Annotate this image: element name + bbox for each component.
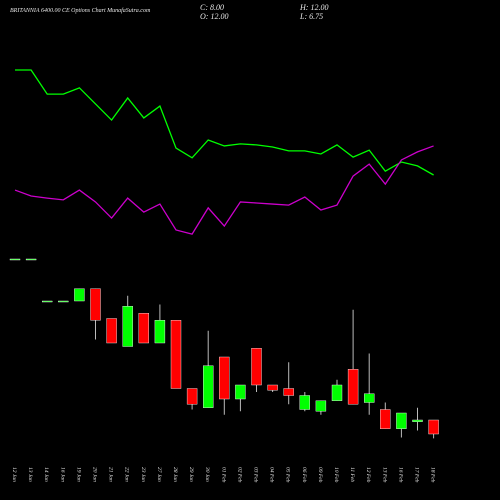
- candle-body: [9, 258, 21, 261]
- x-tick-label: 23 Jan: [140, 467, 146, 482]
- x-tick-label: 21 Jan: [108, 467, 114, 482]
- x-tick-label: 17 Feb: [414, 467, 420, 483]
- candle-body: [154, 320, 166, 344]
- x-tick-label: 19 Jan: [75, 467, 81, 482]
- candle-body: [219, 356, 230, 400]
- x-tick-label: 06 Feb: [301, 467, 307, 483]
- x-tick-label: 29 Jan: [188, 467, 194, 482]
- candle-body: [428, 419, 439, 435]
- x-tick-label: 20 Jan: [92, 467, 98, 482]
- x-tick-label: 22 Jan: [124, 467, 130, 482]
- candle-body: [138, 313, 150, 344]
- x-tick-label: 13 Feb: [381, 467, 387, 483]
- candle-body: [299, 395, 310, 410]
- x-tick-label: 11 Feb: [349, 467, 355, 482]
- x-tick-label: 01 Feb: [220, 467, 226, 483]
- candle-body: [315, 400, 327, 412]
- x-tick-label: 09 Feb: [317, 467, 323, 483]
- x-tick-label: 04 Feb: [269, 467, 276, 483]
- candle-body: [396, 412, 407, 429]
- candle-body: [251, 348, 262, 386]
- candle-body: [25, 258, 37, 261]
- x-tick-label: 12 Jan: [11, 467, 17, 482]
- x-tick-label: 30 Jan: [204, 466, 210, 482]
- candle-body: [106, 318, 117, 344]
- high-label: H: 12.00: [299, 3, 328, 12]
- candle-body: [58, 300, 69, 303]
- candle-body: [42, 300, 53, 303]
- x-tick-label: 28 Jan: [172, 467, 178, 482]
- candle-body: [331, 384, 343, 401]
- indicator-line: [15, 69, 434, 176]
- x-tick-label: 16 Feb: [397, 467, 403, 483]
- candle-body: [235, 384, 246, 400]
- candle-body: [202, 365, 214, 408]
- candle-body: [347, 369, 359, 405]
- x-tick-label: 16 Jan: [59, 467, 65, 482]
- candle-body: [380, 409, 391, 429]
- x-tick-label: 02 Feb: [236, 467, 242, 483]
- candle-body: [412, 419, 423, 422]
- x-tick-label: 14 Jan: [43, 467, 50, 482]
- candle-body: [267, 384, 278, 391]
- candle-body: [90, 288, 101, 321]
- chart-title: BRITANNIA 6400.00 CE Options Chart Munaf…: [10, 7, 151, 14]
- low-label: L: 6.75: [299, 12, 323, 21]
- candle-body: [283, 388, 294, 396]
- candle-body: [170, 320, 182, 389]
- open-label: O: 12.00: [200, 12, 228, 21]
- x-tick-label: 13 Jan: [27, 467, 33, 482]
- indicator-line: [14, 145, 434, 235]
- candle-body: [74, 288, 85, 302]
- x-tick-label: 12 Feb: [365, 467, 371, 483]
- close-label: C: 8.00: [200, 3, 224, 12]
- x-tick-label: 18 Feb: [430, 467, 436, 483]
- candle-body: [122, 306, 133, 347]
- candle-body: [364, 393, 375, 403]
- x-tick-label: 27 Jan: [156, 467, 162, 482]
- candle-body: [186, 388, 198, 405]
- x-tick-label: 03 Feb: [253, 467, 259, 483]
- x-tick-label: 10 Feb: [333, 467, 339, 483]
- x-tick-label: 05 Feb: [285, 467, 291, 483]
